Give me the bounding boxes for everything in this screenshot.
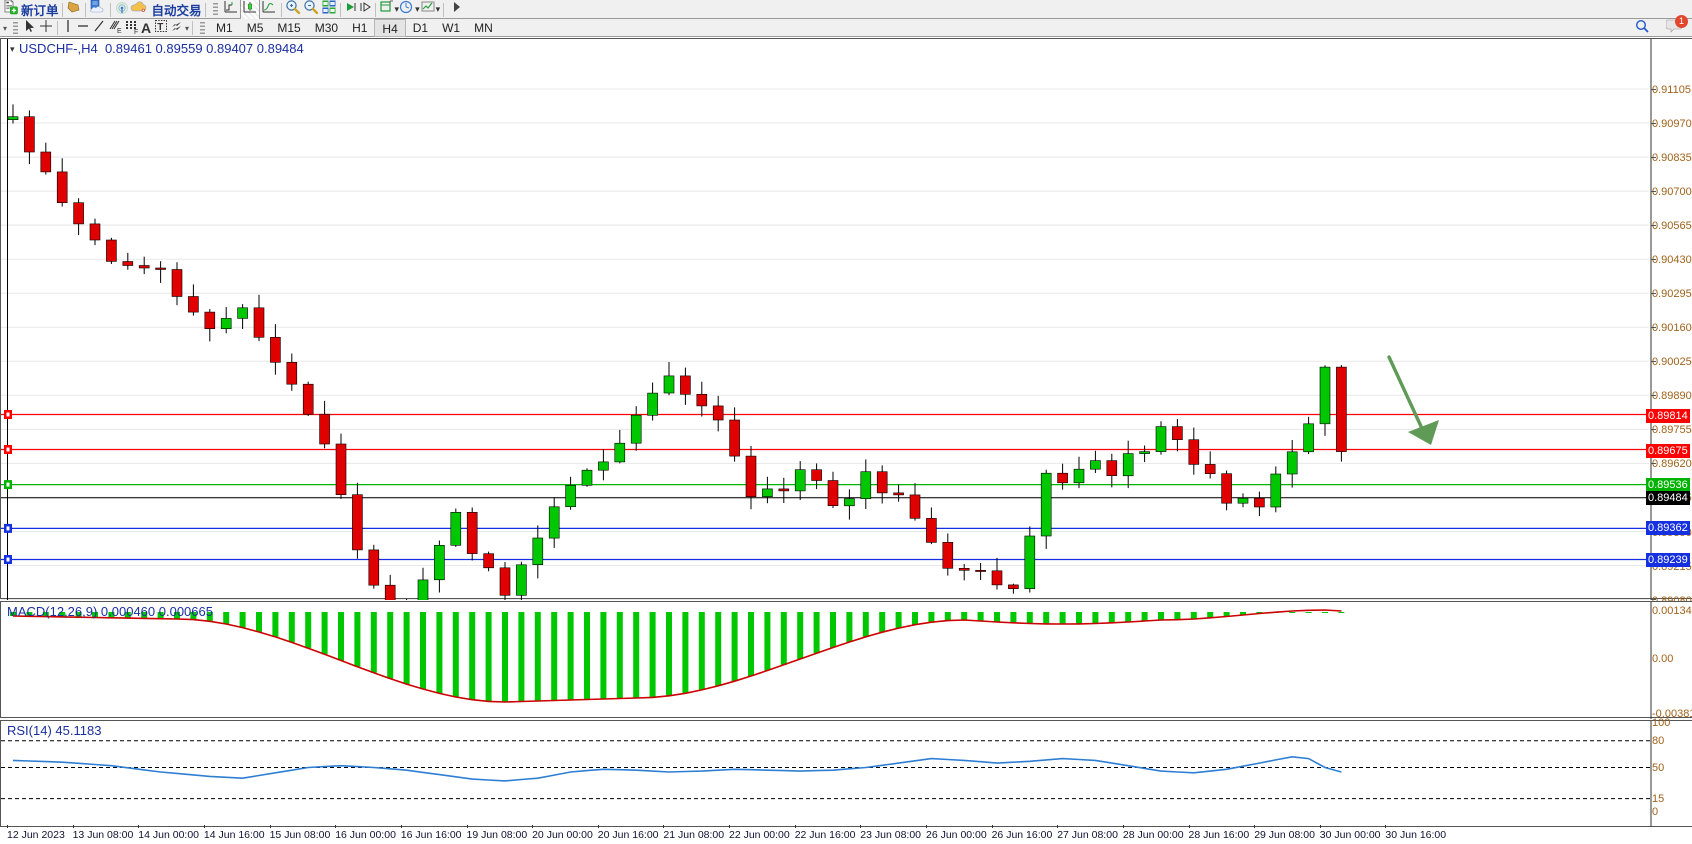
svg-text:E: E [117, 28, 122, 34]
svg-text:F: F [134, 29, 138, 34]
svg-text:T: T [157, 22, 163, 33]
